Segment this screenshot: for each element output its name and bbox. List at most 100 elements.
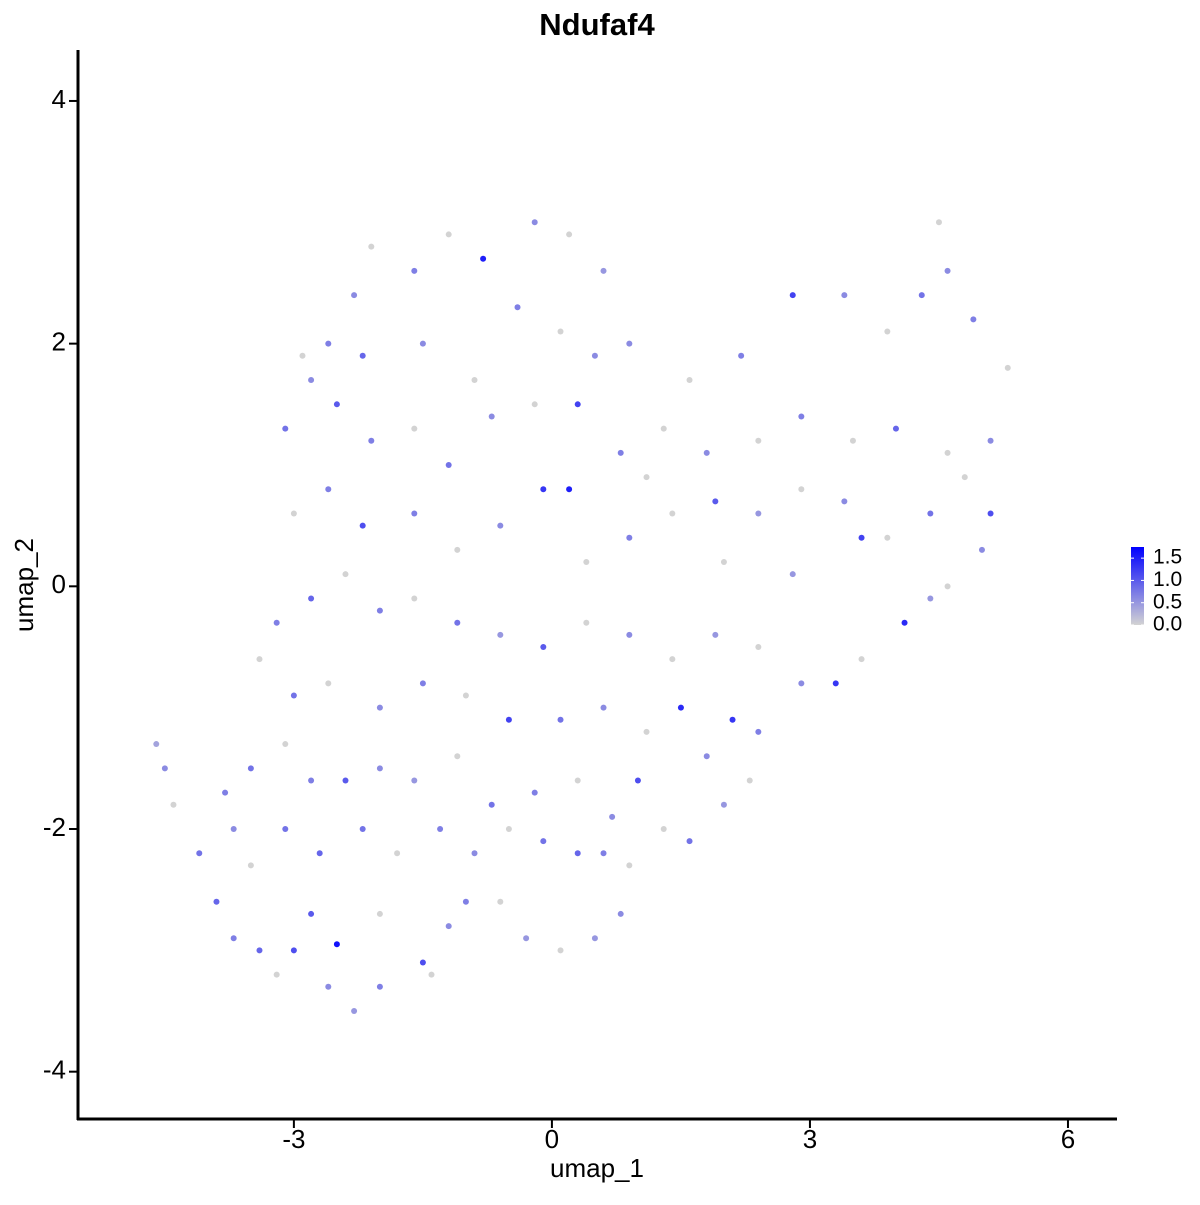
point bbox=[626, 534, 633, 541]
y-tick-label: -4 bbox=[43, 1055, 66, 1085]
point bbox=[505, 825, 512, 832]
point bbox=[290, 692, 297, 699]
point bbox=[755, 728, 762, 735]
point bbox=[918, 292, 925, 299]
point bbox=[566, 231, 573, 238]
point bbox=[660, 425, 667, 432]
point bbox=[411, 425, 418, 432]
point bbox=[600, 267, 607, 274]
point bbox=[755, 643, 762, 650]
point bbox=[755, 437, 762, 444]
point bbox=[170, 801, 177, 808]
point bbox=[832, 680, 839, 687]
point bbox=[411, 595, 418, 602]
point bbox=[419, 959, 426, 966]
point bbox=[505, 716, 512, 723]
point bbox=[462, 898, 469, 905]
point bbox=[282, 741, 289, 748]
point bbox=[325, 486, 332, 493]
point bbox=[531, 219, 538, 226]
y-tick-label: 2 bbox=[52, 327, 66, 357]
point bbox=[325, 340, 332, 347]
y-tick-label: -2 bbox=[43, 812, 66, 842]
point bbox=[471, 377, 478, 384]
point bbox=[634, 777, 641, 784]
chart-title: Ndufaf4 bbox=[539, 7, 655, 42]
point bbox=[351, 292, 358, 299]
point bbox=[247, 862, 254, 869]
point bbox=[359, 522, 366, 529]
point bbox=[376, 983, 383, 990]
point bbox=[316, 850, 323, 857]
point bbox=[574, 401, 581, 408]
point bbox=[256, 947, 263, 954]
point bbox=[471, 850, 478, 857]
point bbox=[308, 910, 315, 917]
point bbox=[703, 449, 710, 456]
point bbox=[411, 777, 418, 784]
point bbox=[247, 765, 254, 772]
point bbox=[308, 377, 315, 384]
point bbox=[540, 643, 547, 650]
point bbox=[411, 267, 418, 274]
x-tick-label: 6 bbox=[1061, 1124, 1075, 1154]
point bbox=[600, 704, 607, 711]
point bbox=[351, 1008, 358, 1015]
point bbox=[892, 425, 899, 432]
point bbox=[617, 910, 624, 917]
point bbox=[308, 595, 315, 602]
point bbox=[944, 267, 951, 274]
point bbox=[1004, 364, 1011, 371]
point bbox=[161, 765, 168, 772]
point bbox=[591, 935, 598, 942]
point bbox=[841, 498, 848, 505]
point bbox=[600, 850, 607, 857]
point bbox=[686, 377, 693, 384]
point bbox=[720, 559, 727, 566]
point bbox=[222, 789, 229, 796]
point bbox=[591, 352, 598, 359]
x-axis-label: umap_1 bbox=[550, 1153, 644, 1183]
color-tick-label: 1.5 bbox=[1153, 546, 1182, 569]
point bbox=[437, 825, 444, 832]
point bbox=[333, 401, 340, 408]
point bbox=[454, 619, 461, 626]
point bbox=[617, 449, 624, 456]
point bbox=[643, 728, 650, 735]
point bbox=[273, 619, 280, 626]
point bbox=[445, 923, 452, 930]
point bbox=[514, 304, 521, 311]
point bbox=[445, 231, 452, 238]
y-tick-label: 4 bbox=[52, 84, 66, 114]
point bbox=[703, 753, 710, 760]
point bbox=[574, 777, 581, 784]
point bbox=[755, 510, 762, 517]
point bbox=[273, 971, 280, 978]
point bbox=[712, 498, 719, 505]
point bbox=[927, 510, 934, 517]
point bbox=[566, 486, 573, 493]
point bbox=[359, 352, 366, 359]
point bbox=[927, 595, 934, 602]
point bbox=[660, 825, 667, 832]
point bbox=[987, 437, 994, 444]
point bbox=[308, 777, 315, 784]
point bbox=[987, 510, 994, 517]
point bbox=[970, 316, 977, 323]
point bbox=[884, 328, 891, 335]
point bbox=[643, 474, 650, 481]
color-tick-label: 0.0 bbox=[1153, 613, 1182, 636]
point bbox=[256, 656, 263, 663]
color-tick-label: 0.5 bbox=[1153, 590, 1182, 613]
point bbox=[411, 510, 418, 517]
point bbox=[419, 340, 426, 347]
point bbox=[858, 534, 865, 541]
point bbox=[480, 255, 487, 262]
point bbox=[342, 571, 349, 578]
point bbox=[746, 777, 753, 784]
point bbox=[488, 413, 495, 420]
color-bar bbox=[1131, 547, 1144, 625]
point bbox=[626, 340, 633, 347]
point bbox=[376, 910, 383, 917]
